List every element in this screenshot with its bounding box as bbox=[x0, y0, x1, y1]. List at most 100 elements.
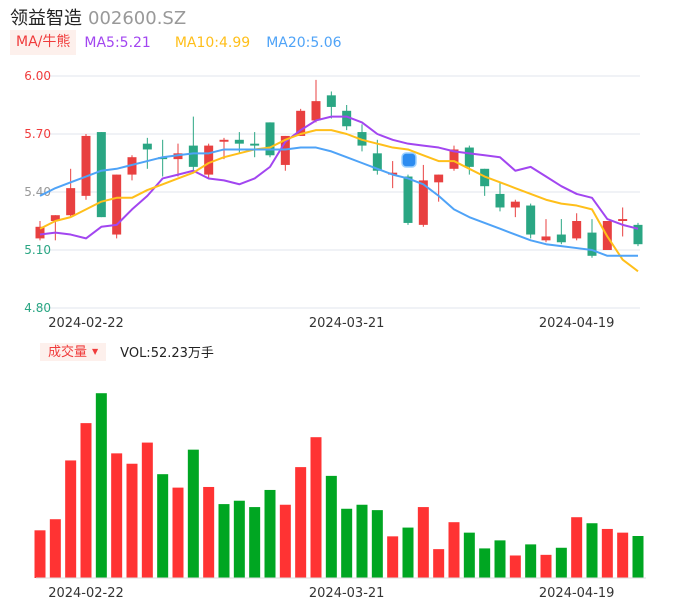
volume-bar bbox=[325, 475, 337, 578]
volume-bar bbox=[126, 463, 138, 578]
candle-body bbox=[219, 139, 229, 142]
volume-bar bbox=[80, 423, 92, 578]
volume-bar bbox=[632, 536, 644, 578]
volume-bar bbox=[187, 449, 199, 578]
x-tick-label: 2024-02-22 bbox=[48, 316, 124, 331]
candle-body bbox=[572, 221, 582, 239]
candle-body bbox=[449, 149, 459, 169]
volume-bar bbox=[341, 508, 353, 578]
y-tick-label: 5.10 bbox=[24, 243, 51, 257]
ma10-label: MA10:4.99 bbox=[174, 34, 251, 51]
candle-body bbox=[342, 110, 352, 127]
volume-bar bbox=[494, 540, 506, 578]
ma10-line bbox=[39, 129, 639, 273]
volume-bar bbox=[586, 523, 598, 578]
candle-body bbox=[265, 122, 275, 156]
candle-body bbox=[434, 174, 444, 183]
candle-body bbox=[66, 188, 76, 216]
volume-bar bbox=[601, 528, 613, 578]
candle-body bbox=[541, 236, 551, 241]
candle-body bbox=[587, 232, 597, 256]
candle-body bbox=[35, 226, 45, 239]
volume-bar bbox=[34, 530, 46, 578]
event-badge-icon[interactable] bbox=[401, 152, 417, 168]
candle-body bbox=[372, 153, 382, 171]
stock-code: 002600.SZ bbox=[88, 8, 187, 29]
volume-bar bbox=[448, 522, 460, 578]
volume-x-tick-label: 2024-03-21 bbox=[309, 586, 385, 601]
candle-body bbox=[510, 201, 520, 208]
ma5-line bbox=[39, 115, 639, 240]
candle-body bbox=[234, 139, 244, 144]
candle-body bbox=[464, 147, 474, 167]
volume-bar bbox=[525, 544, 537, 578]
volume-bar bbox=[356, 504, 368, 578]
volume-bar bbox=[218, 504, 230, 578]
candle-body bbox=[618, 219, 628, 221]
y-tick-label: 5.70 bbox=[24, 127, 51, 141]
volume-bar bbox=[249, 507, 261, 578]
ma20-label: MA20:5.06 bbox=[266, 34, 342, 51]
volume-bar bbox=[571, 517, 583, 578]
volume-bar bbox=[555, 547, 567, 578]
stock-title: 领益智造 002600.SZ bbox=[10, 4, 186, 30]
triangle-down-icon: ▼ bbox=[92, 346, 99, 356]
volume-bar bbox=[295, 467, 307, 578]
ma20-line bbox=[39, 146, 638, 257]
volume-x-tick-label: 2024-04-19 bbox=[539, 586, 615, 601]
volume-tag-label: 成交量 bbox=[48, 344, 88, 360]
volume-x-tick-label: 2024-02-22 bbox=[48, 586, 124, 601]
candle-body bbox=[495, 193, 505, 208]
volume-bar bbox=[157, 474, 169, 578]
volume-bar bbox=[172, 487, 184, 578]
candle-body bbox=[311, 101, 321, 121]
volume-value: VOL:52.23万手 bbox=[120, 346, 214, 361]
candle-body bbox=[418, 180, 428, 225]
candle-body bbox=[50, 215, 60, 221]
ma-indicator-tab[interactable]: MA/牛熊 bbox=[10, 30, 77, 55]
volume-bar bbox=[509, 555, 521, 578]
ma-legend: MA/牛熊 MA5:5.21 MA10:4.99 MA20:5.06 bbox=[10, 30, 358, 55]
volume-bar bbox=[371, 510, 383, 578]
candle-body bbox=[403, 176, 413, 223]
volume-indicator-dropdown[interactable]: 成交量 ▼ bbox=[40, 342, 107, 361]
volume-bar bbox=[433, 549, 445, 578]
volume-bar bbox=[141, 442, 153, 578]
volume-bar bbox=[479, 548, 491, 578]
volume-bar bbox=[233, 500, 245, 578]
candle-body bbox=[326, 95, 336, 107]
candle-body bbox=[96, 132, 106, 218]
y-tick-label: 5.40 bbox=[24, 185, 51, 199]
candle-body bbox=[250, 143, 260, 146]
volume-bar bbox=[95, 393, 107, 578]
candle-body bbox=[633, 224, 643, 245]
candle-body bbox=[296, 110, 306, 136]
volume-bar bbox=[310, 437, 322, 578]
volume-legend: 成交量 ▼ VOL:52.23万手 bbox=[40, 342, 214, 361]
candle-body bbox=[556, 234, 566, 243]
x-tick-label: 2024-03-21 bbox=[309, 316, 385, 331]
volume-bar bbox=[49, 519, 61, 578]
y-tick-label: 6.00 bbox=[24, 69, 51, 83]
ma5-label: MA5:5.21 bbox=[84, 34, 151, 51]
volume-bar bbox=[111, 453, 123, 578]
volume-bar bbox=[387, 536, 399, 578]
volume-bar bbox=[463, 532, 475, 578]
candle-body bbox=[526, 205, 536, 235]
candle-body bbox=[112, 174, 122, 235]
volume-bar bbox=[279, 504, 291, 578]
candle-body bbox=[81, 135, 91, 196]
candle-body bbox=[188, 145, 198, 167]
volume-bar bbox=[264, 489, 276, 578]
candle-body bbox=[204, 145, 214, 175]
stock-name: 领益智造 bbox=[10, 8, 82, 29]
x-tick-label: 2024-04-19 bbox=[539, 316, 615, 331]
volume-bar bbox=[402, 527, 414, 578]
candle-body bbox=[142, 143, 152, 150]
volume-bar bbox=[203, 486, 215, 578]
y-tick-label: 4.80 bbox=[24, 301, 51, 315]
volume-bar bbox=[417, 507, 429, 578]
volume-bar bbox=[540, 554, 552, 578]
volume-bar bbox=[65, 460, 77, 578]
